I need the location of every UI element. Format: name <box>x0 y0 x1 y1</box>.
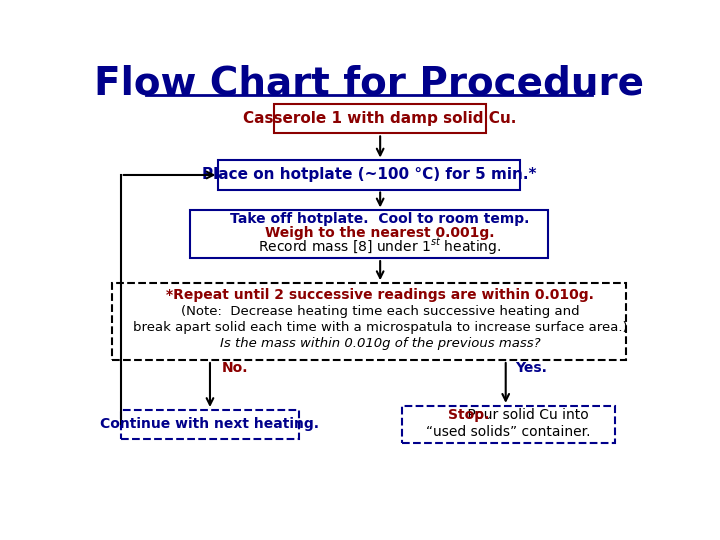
Text: (Note:  Decrease heating time each successive heating and: (Note: Decrease heating time each succes… <box>181 305 580 318</box>
FancyBboxPatch shape <box>402 406 615 443</box>
Text: Yes.: Yes. <box>515 361 546 375</box>
FancyBboxPatch shape <box>218 160 520 190</box>
Text: Flow Chart for Procedure: Flow Chart for Procedure <box>94 64 644 103</box>
Text: Stop.: Stop. <box>448 408 489 422</box>
Text: Take off hotplate.  Cool to room temp.: Take off hotplate. Cool to room temp. <box>230 212 530 226</box>
FancyBboxPatch shape <box>190 210 548 258</box>
Text: Continue with next heating.: Continue with next heating. <box>101 417 320 431</box>
Text: Pour solid Cu into: Pour solid Cu into <box>428 408 589 422</box>
Text: Place on hotplate (~100 °C) for 5 min.*: Place on hotplate (~100 °C) for 5 min.* <box>202 167 536 183</box>
Text: Weigh to the nearest 0.001g.: Weigh to the nearest 0.001g. <box>266 226 495 240</box>
FancyBboxPatch shape <box>121 410 300 439</box>
Text: “used solids” container.: “used solids” container. <box>426 425 590 439</box>
Text: Casserole 1 with damp solid Cu.: Casserole 1 with damp solid Cu. <box>243 111 517 126</box>
Text: Is the mass within 0.010g of the previous mass?: Is the mass within 0.010g of the previou… <box>220 338 541 350</box>
Text: *Repeat until 2 successive readings are within 0.010g.: *Repeat until 2 successive readings are … <box>166 288 594 302</box>
Text: Record mass [8] under 1$^{st}$ heating.: Record mass [8] under 1$^{st}$ heating. <box>258 237 502 258</box>
Text: break apart solid each time with a microspatula to increase surface area.): break apart solid each time with a micro… <box>133 321 627 334</box>
FancyBboxPatch shape <box>274 104 486 133</box>
FancyBboxPatch shape <box>112 283 626 360</box>
Text: No.: No. <box>222 361 248 375</box>
